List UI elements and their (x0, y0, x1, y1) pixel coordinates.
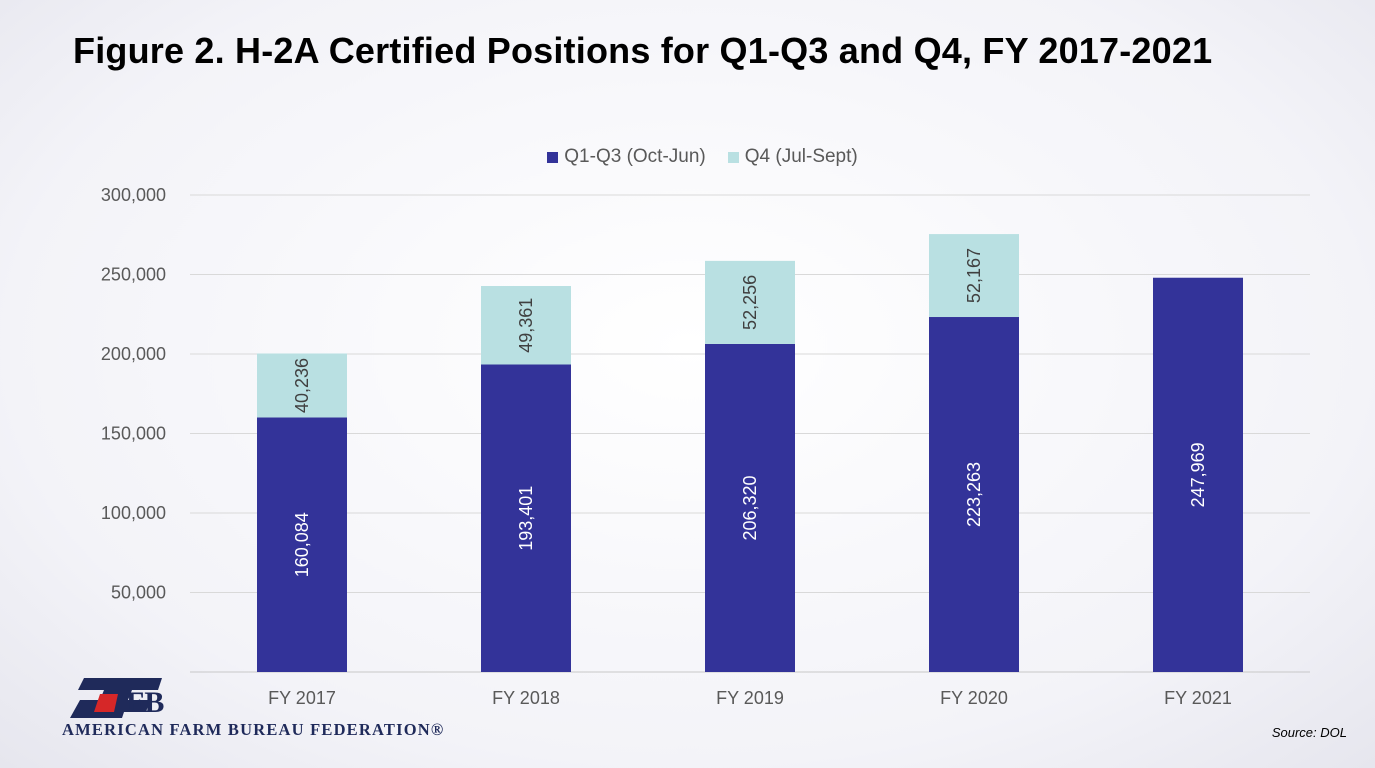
y-tick-label: 300,000 (101, 185, 166, 205)
data-label: 40,236 (292, 358, 312, 413)
data-label: 247,969 (1188, 442, 1208, 507)
legend-item-q1-q3: Q1-Q3 (Oct-Jun) (547, 146, 706, 168)
bar-segment (929, 317, 1019, 672)
data-label: 160,084 (292, 512, 312, 577)
legend-swatch-q4 (727, 151, 739, 163)
data-label: 206,320 (740, 475, 760, 540)
bar-segment (257, 417, 347, 672)
bar-segment (705, 343, 795, 672)
legend-swatch-q1-q3 (547, 151, 559, 163)
y-tick-label: 200,000 (101, 344, 166, 364)
organization-name: AMERICAN FARM BUREAU FEDERATION® (62, 720, 445, 739)
data-label: 52,167 (964, 248, 984, 303)
legend-item-q4: Q4 (Jul-Sept) (727, 146, 858, 168)
chart-title: Figure 2. H-2A Certified Positions for Q… (73, 30, 1213, 71)
data-label: 223,263 (964, 462, 984, 527)
bar-segment (705, 260, 795, 344)
data-label: 193,401 (516, 486, 536, 551)
y-tick-label: 100,000 (101, 503, 166, 523)
data-label: 49,361 (516, 298, 536, 353)
chart-legend: Q1-Q3 (Oct-Jun) Q4 (Jul-Sept) (15, 146, 1375, 168)
bar-segment (257, 353, 347, 418)
bar-segment (481, 364, 571, 672)
x-tick-label: FY 2020 (940, 688, 1008, 708)
bar-segment (929, 234, 1019, 318)
bar-segment (1153, 277, 1243, 672)
y-tick-label: 150,000 (101, 424, 166, 444)
source-note: Source: DOL (1271, 725, 1347, 740)
afbf-logo: FB AMERICAN FARM BUREAU FEDERATION® (62, 678, 502, 740)
x-tick-label: FY 2018 (492, 688, 560, 708)
bar-segment (481, 286, 571, 365)
afbf-logo-mark: FB (70, 678, 164, 718)
y-tick-label: 250,000 (101, 265, 166, 285)
x-tick-label: FY 2019 (716, 688, 784, 708)
data-label: 52,256 (740, 275, 760, 330)
y-tick-label: 50,000 (111, 583, 166, 603)
logo-letters: FB (126, 686, 164, 718)
x-tick-label: FY 2021 (1164, 688, 1232, 708)
legend-label-q1-q3: Q1-Q3 (Oct-Jun) (564, 146, 706, 167)
legend-label-q4: Q4 (Jul-Sept) (744, 146, 858, 167)
x-tick-label: FY 2017 (268, 688, 336, 708)
